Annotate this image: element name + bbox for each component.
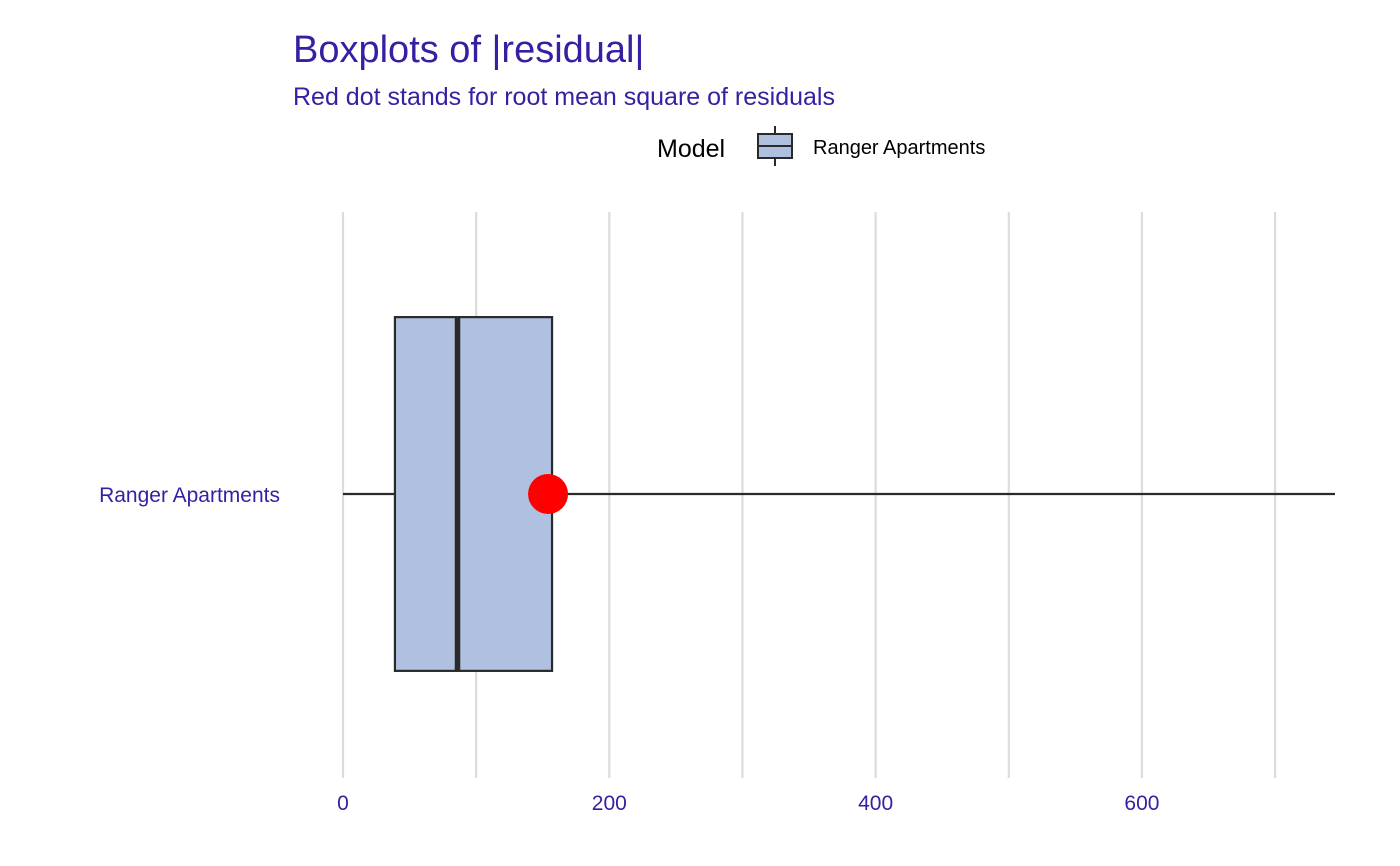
chart-subtitle: Red dot stands for root mean square of r… [293,83,835,111]
x-tick-label-600: 600 [1124,792,1159,815]
boxplot-series [343,316,1335,672]
legend-key [757,126,793,166]
x-axis-tick-labels: 0 200 400 600 [337,792,1159,815]
legend-title: Model [657,135,725,163]
x-tick-label-200: 200 [592,792,627,815]
y-category-label: Ranger Apartments [99,484,280,507]
x-tick-label-400: 400 [858,792,893,815]
rms-dot [528,474,569,514]
legend-entry-label: Ranger Apartments [813,137,985,159]
legend-keys: Ranger Apartments [757,126,985,166]
legend: Model Ranger Apartments [657,126,985,166]
chart-title: Boxplots of |residual| [293,29,644,71]
x-tick-label-0: 0 [337,792,349,815]
series-layer [343,316,1335,672]
y-axis-category-labels: Ranger Apartments [99,484,280,507]
